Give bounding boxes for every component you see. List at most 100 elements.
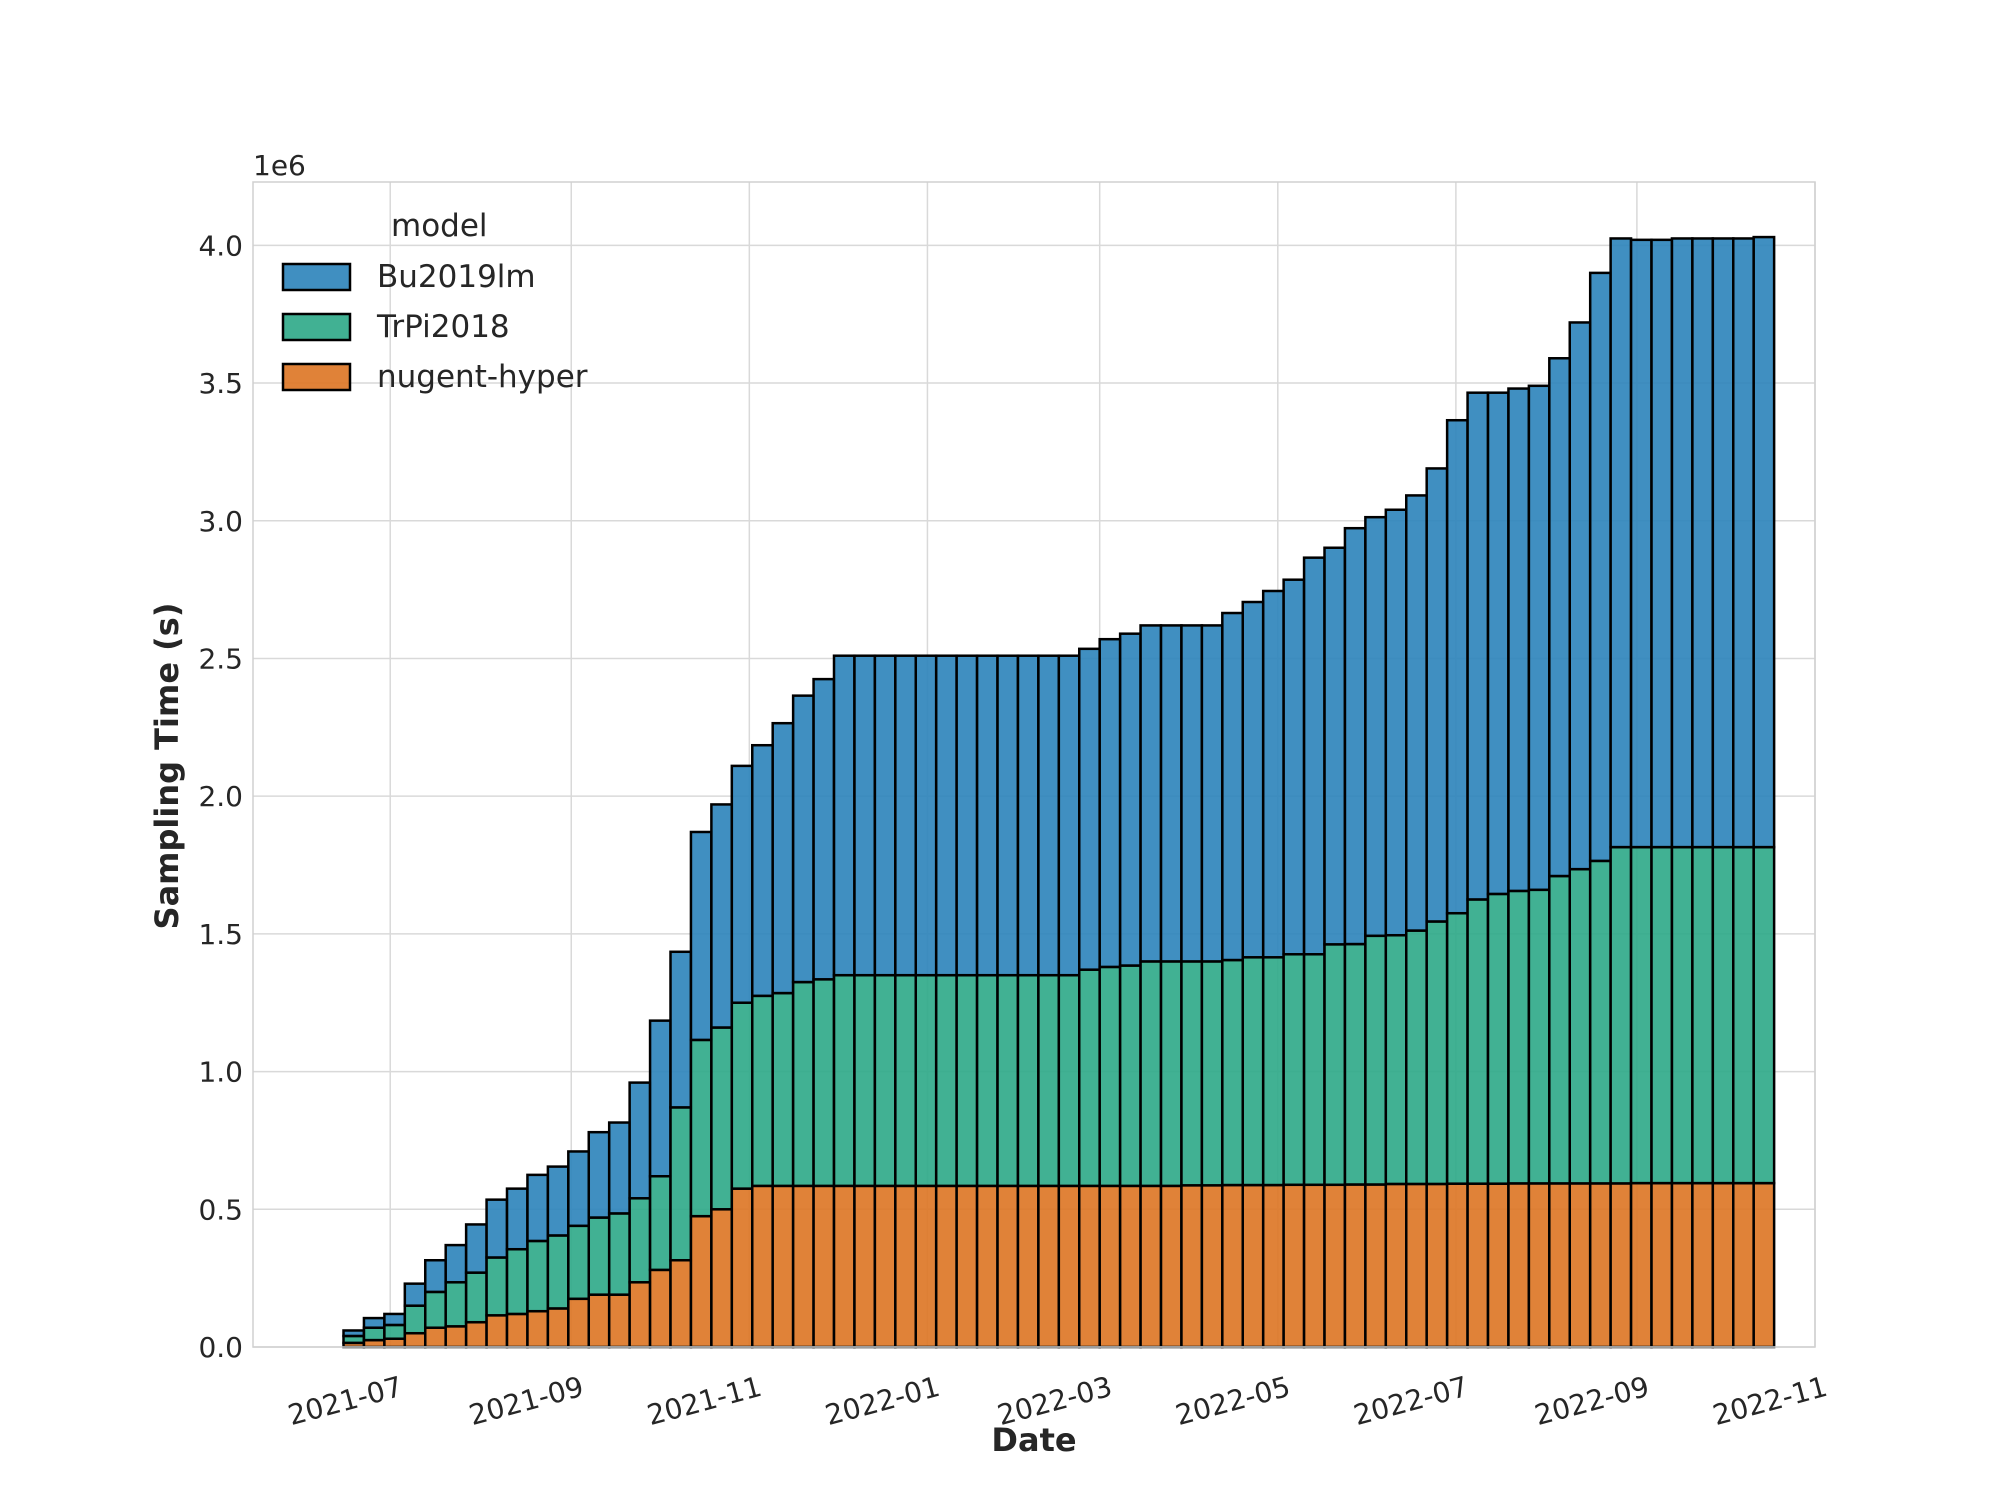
bar-nugent-hyper [1445,1182,1469,1349]
legend-swatch-bu2019lm [281,262,352,292]
bar-bu2019lm [1568,321,1592,871]
bar-bu2019lm [1221,611,1245,962]
y-tick-label: 0.0 [198,1331,243,1364]
legend-item-nugent-hyper: nugent-hyper [281,359,588,395]
bar-bu2019lm [1364,515,1388,938]
legend-label-bu2019lm: Bu2019lm [377,259,536,295]
bar-bu2019lm [853,654,877,977]
bar-bu2019lm [1180,624,1204,963]
bar-trpi2018 [505,1247,529,1316]
bar-nugent-hyper [1343,1183,1367,1349]
bar-bu2019lm [403,1282,427,1307]
bar-bu2019lm [996,654,1020,977]
bar-trpi2018 [1221,958,1245,1187]
bar-nugent-hyper [1711,1181,1735,1349]
bar-nugent-hyper [567,1297,591,1349]
bar-trpi2018 [710,1026,734,1211]
legend-label-trpi2018: TrPi2018 [376,309,510,345]
bar-bu2019lm [444,1243,468,1284]
bar-bu2019lm [628,1081,652,1200]
bar-bu2019lm [1384,508,1408,937]
bar-bu2019lm [526,1173,550,1243]
bar-bu2019lm [1588,271,1612,863]
legend-title: model [391,208,488,244]
bar-bu2019lm [751,743,774,998]
bar-nugent-hyper [996,1184,1020,1349]
bar-bu2019lm [730,764,754,1004]
bar-nugent-hyper [791,1184,815,1349]
bar-nugent-hyper [1732,1181,1755,1349]
bar-bu2019lm [1016,654,1040,977]
bar-trpi2018 [1098,965,1122,1188]
bar-nugent-hyper [853,1184,877,1349]
bar-trpi2018 [362,1326,386,1342]
bar-bu2019lm [464,1223,488,1274]
bar-bu2019lm [934,654,958,977]
bar-trpi2018 [689,1038,713,1218]
bar-nugent-hyper [1629,1181,1653,1349]
x-tick-label: 2022-01 [822,1370,944,1432]
bar-trpi2018 [424,1290,447,1329]
bar-nugent-hyper [1364,1183,1388,1349]
x-axis-title: Date [991,1421,1076,1459]
bar-trpi2018 [996,973,1020,1188]
bar-trpi2018 [751,994,774,1188]
bar-nugent-hyper [1037,1184,1061,1349]
bar-nugent-hyper [1221,1183,1245,1349]
bar-nugent-hyper [1588,1182,1612,1349]
bar-trpi2018 [403,1304,427,1335]
bar-trpi2018 [464,1271,488,1324]
bar-trpi2018 [1486,892,1510,1185]
bar-nugent-hyper [1548,1182,1572,1349]
bar-nugent-hyper [934,1184,958,1349]
bar-bu2019lm [1609,237,1633,849]
bar-trpi2018 [587,1216,611,1296]
bar-nugent-hyper [1241,1183,1265,1349]
bar-bu2019lm [689,830,713,1042]
bar-bu2019lm [1139,624,1163,963]
bar-trpi2018 [1691,845,1715,1185]
bar-nugent-hyper [403,1331,427,1349]
y-tick-label: 0.5 [198,1193,243,1226]
bar-nugent-hyper [1752,1181,1776,1349]
bar-bu2019lm [1507,387,1531,893]
y-tick-label: 3.5 [198,367,243,400]
bar-nugent-hyper [424,1326,447,1349]
bar-nugent-hyper [546,1307,570,1349]
bar-trpi2018 [383,1323,407,1340]
bar-trpi2018 [1078,968,1101,1188]
bar-bu2019lm [485,1198,509,1259]
bar-nugent-hyper [1159,1184,1183,1349]
bar-nugent-hyper [505,1312,529,1349]
bar-trpi2018 [1548,874,1572,1185]
bar-trpi2018 [1405,929,1428,1186]
bar-nugent-hyper [955,1184,979,1349]
bar-bu2019lm [1691,237,1715,849]
bar-trpi2018 [771,991,795,1188]
bar-nugent-hyper [1282,1183,1306,1349]
bar-trpi2018 [791,980,815,1188]
bar-nugent-hyper [1650,1181,1674,1349]
bar-trpi2018 [1302,953,1326,1187]
bar-nugent-hyper [751,1184,774,1349]
bar-nugent-hyper [1118,1184,1142,1349]
bar-trpi2018 [1118,964,1142,1188]
bar-trpi2018 [1200,960,1224,1187]
bar-nugent-hyper [628,1281,652,1349]
y-tick-label: 2.5 [198,642,243,675]
bar-trpi2018 [975,973,999,1188]
bar-bu2019lm [383,1312,407,1327]
y-tick-label: 1.0 [198,1056,243,1089]
bar-trpi2018 [648,1174,672,1272]
legend-label-nugent-hyper: nugent-hyper [377,359,588,395]
bar-nugent-hyper [812,1184,836,1349]
bar-bu2019lm [1037,654,1061,977]
bars [342,235,1776,1349]
bar-trpi2018 [894,973,918,1188]
bar-bu2019lm [546,1165,570,1237]
bar-trpi2018 [526,1239,550,1313]
bar-bu2019lm [1425,467,1449,923]
bar-bu2019lm [505,1187,529,1251]
bar-nugent-hyper [1323,1183,1347,1349]
y-tick-label: 4.0 [198,229,243,262]
